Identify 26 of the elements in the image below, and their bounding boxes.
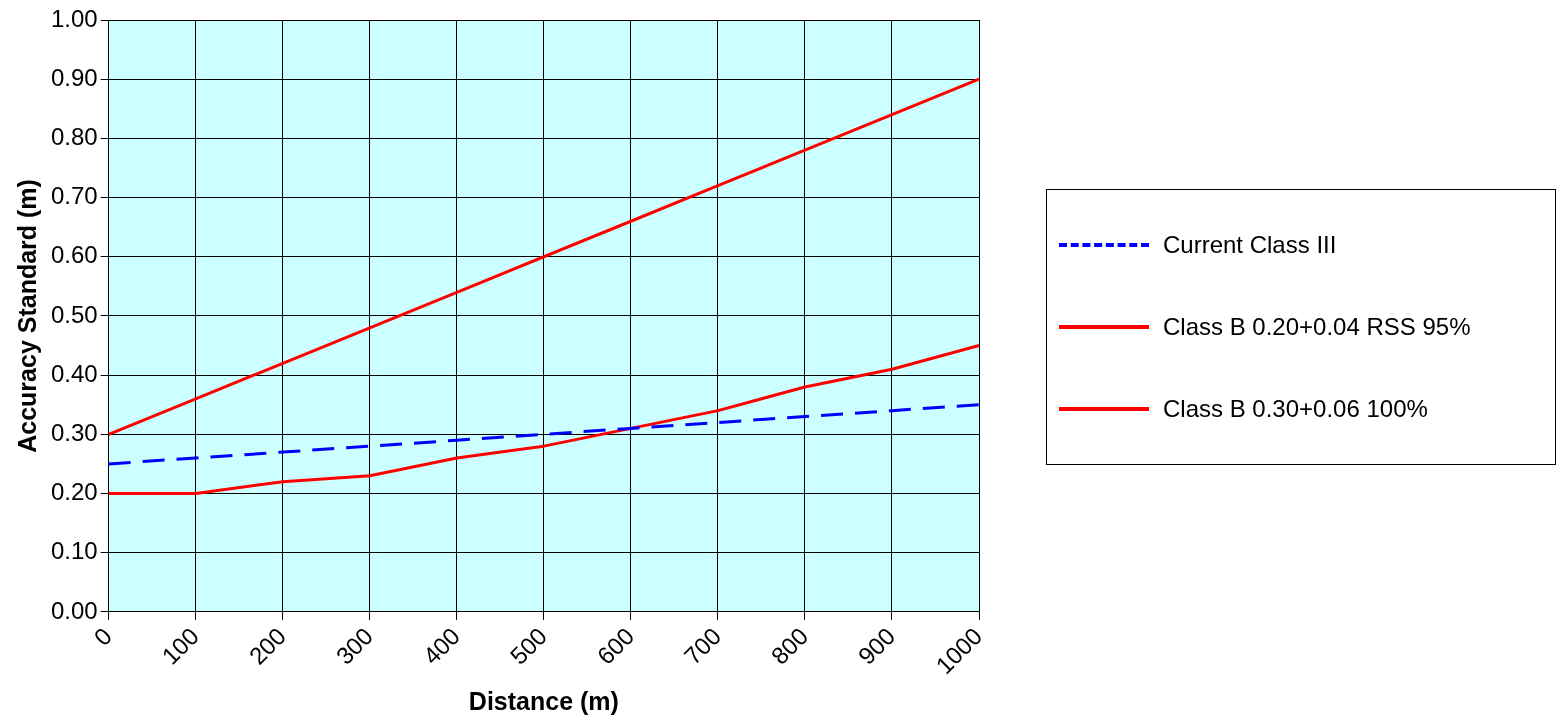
y-tick-label: 0.80 — [50, 123, 98, 150]
y-tick-label: 0.10 — [50, 537, 98, 565]
x-tick-label: 700 — [678, 622, 727, 670]
x-tick-label: 800 — [765, 622, 814, 670]
y-tick-label: 0.30 — [50, 418, 98, 446]
legend-label: Class B 0.30+0.06 100% — [1163, 395, 1428, 423]
x-tick-label: 900 — [852, 622, 901, 670]
x-tick-label: 400 — [417, 622, 466, 670]
legend-label: Current Class III — [1163, 231, 1337, 259]
y-tick-label: 0.20 — [50, 478, 98, 506]
x-tick-label: 300 — [330, 622, 379, 670]
y-tick-label: 0.90 — [50, 63, 98, 91]
legend-label: Class B 0.20+0.04 RSS 95% — [1163, 313, 1471, 341]
x-tick-label: 500 — [504, 622, 553, 670]
y-tick-label: 0.70 — [50, 182, 98, 210]
y-axis-title: Accuracy Standard (m) — [12, 179, 41, 453]
x-tick-label: 200 — [243, 622, 291, 670]
y-tick-label: 0.40 — [50, 359, 98, 387]
y-tick-label: 0.50 — [50, 300, 98, 328]
y-tick-label: 0.60 — [50, 241, 98, 269]
x-tick-label: 0 — [88, 622, 117, 651]
y-tick-label: 0.00 — [50, 596, 98, 624]
x-axis-title: Distance (m) — [468, 686, 619, 715]
x-tick-label: 600 — [591, 622, 640, 670]
x-tick-label: 100 — [156, 622, 204, 670]
y-tick-label: 1.00 — [50, 4, 98, 32]
